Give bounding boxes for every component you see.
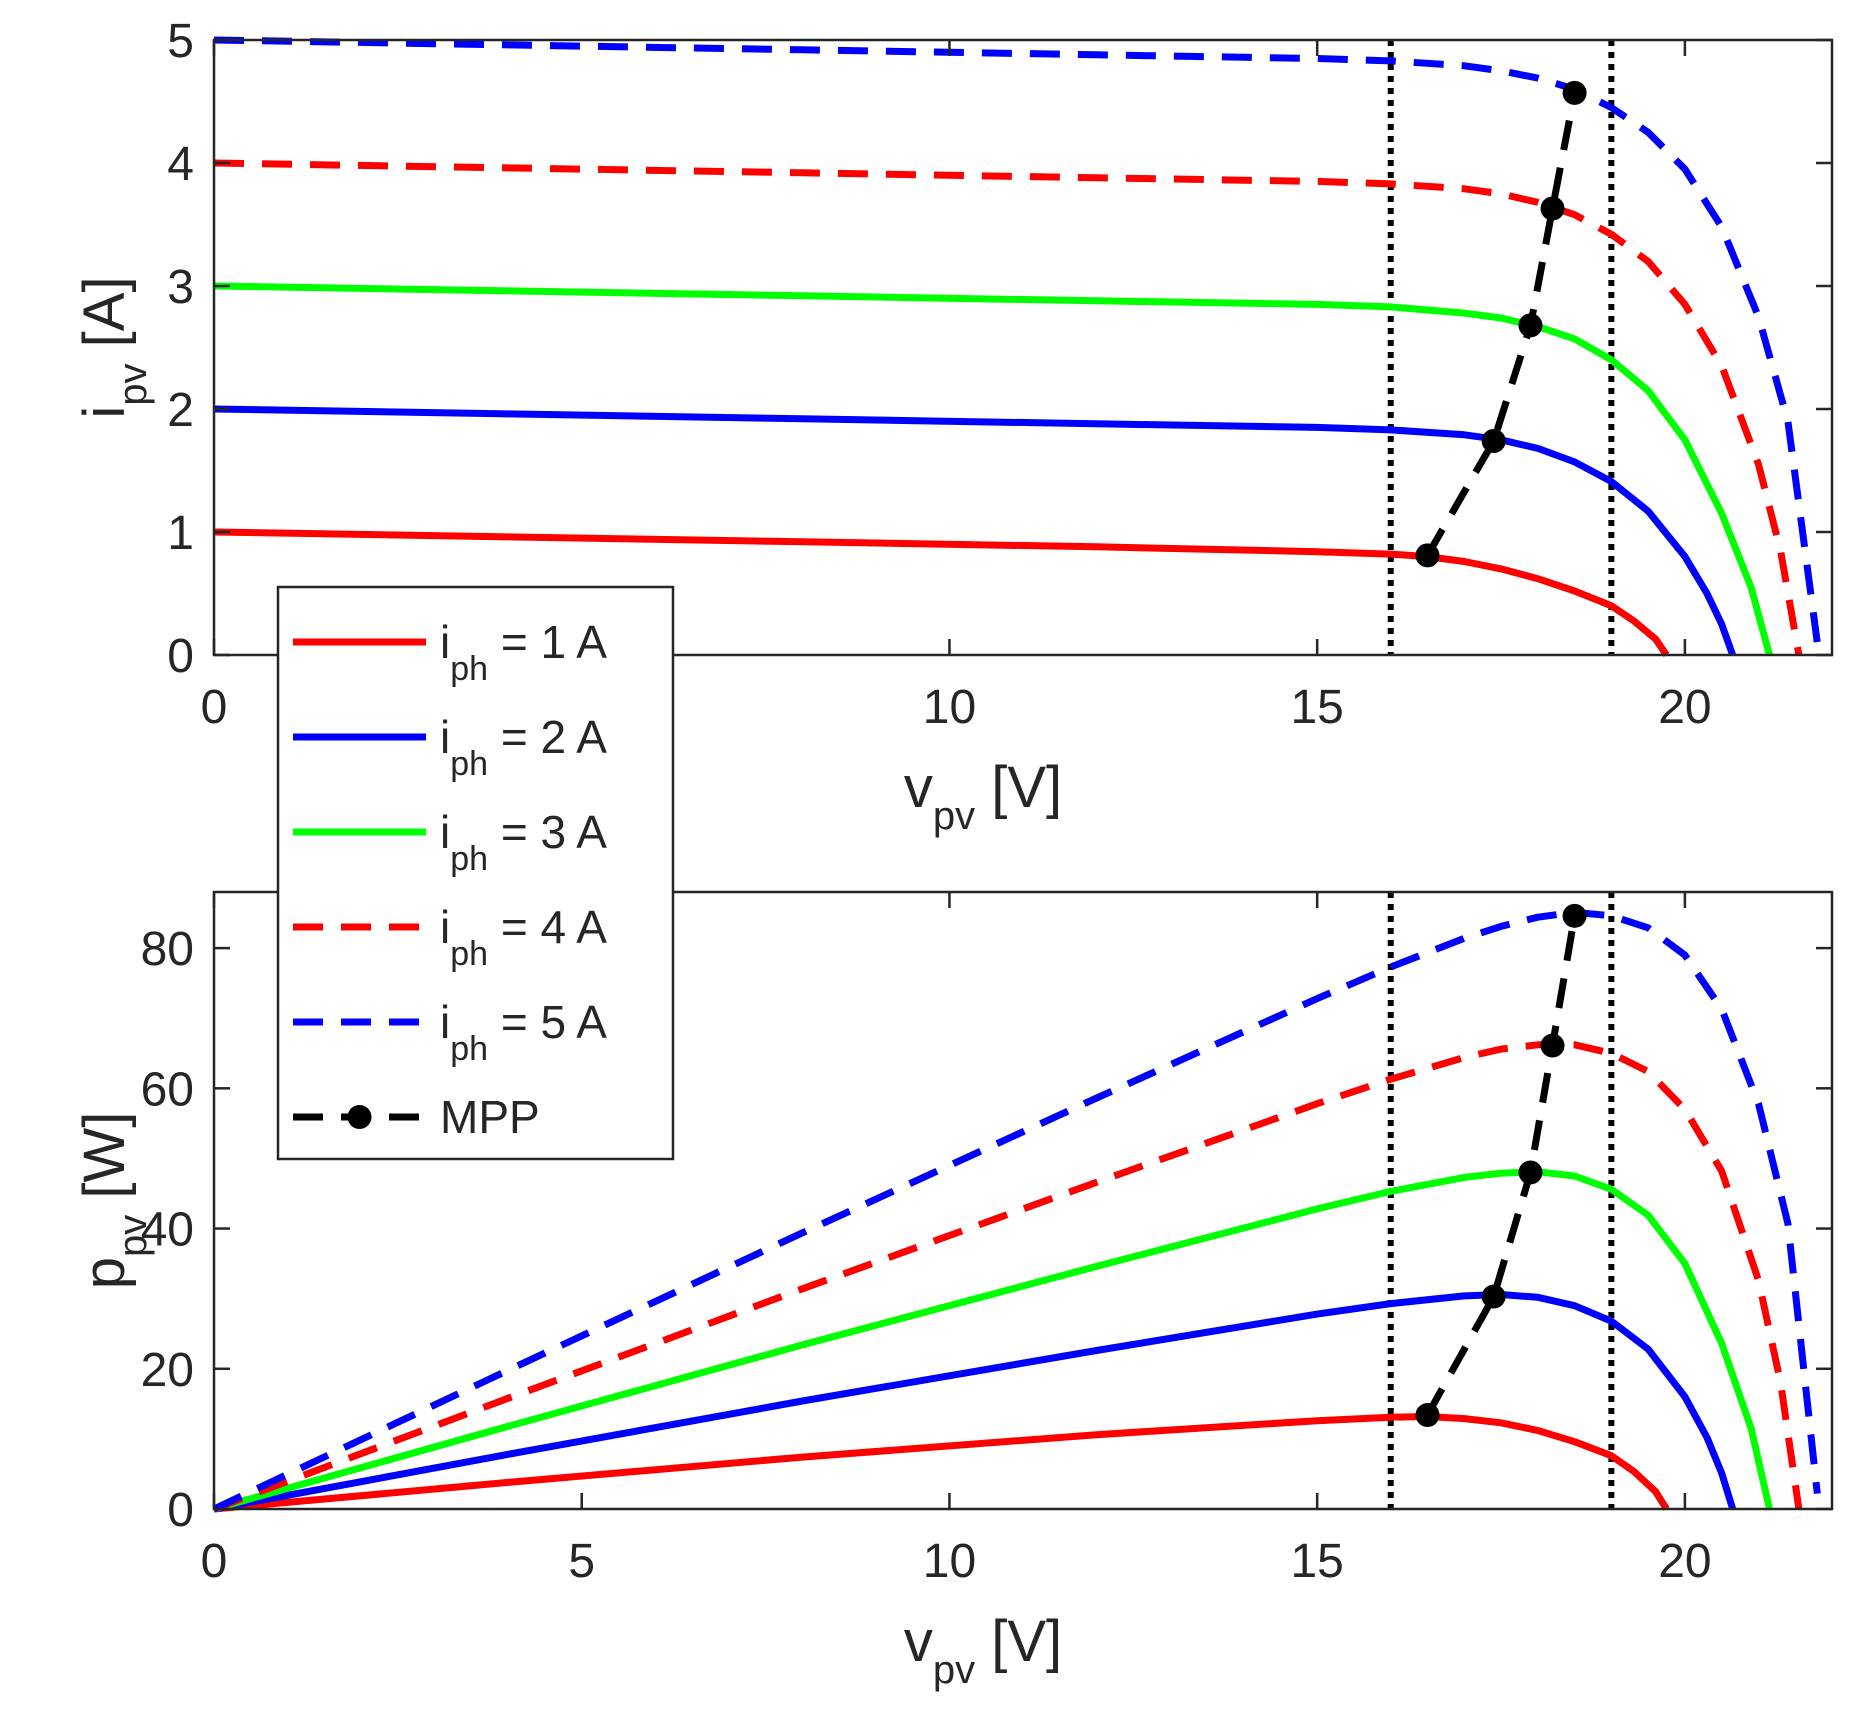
- pv-x-axis-label: vpv [V]: [904, 1609, 1062, 1692]
- legend-label-1: iph = 1 A: [440, 616, 607, 688]
- iv-axes-box: [212, 38, 1834, 657]
- pv-x-tick-label: 5: [568, 1535, 595, 1588]
- power-curve-plot: 0 5 10 15 20 0 20 40 60 80 vpv [V] ppv [W]: [72, 890, 1834, 1692]
- pv-y-tick-label: 40: [141, 1204, 194, 1257]
- iv-series-2: [213, 405, 1736, 657]
- legend-label-5: iph = 5 A: [440, 996, 607, 1068]
- pv-mpp-marker-5: [1562, 903, 1587, 928]
- pv-mpp-marker-3: [1518, 1160, 1543, 1185]
- iv-series-4: [213, 159, 1803, 656]
- iv-x-tick-label: 10: [923, 681, 976, 734]
- pv-series-2: [213, 1291, 1737, 1513]
- legend-label-6: MPP: [440, 1091, 540, 1143]
- iv-series-1: [213, 528, 1670, 657]
- iv-curve-plot: 0 10 15 20 0 1 2 3 4 5 vpv [V] ipv [A]: [72, 15, 1834, 838]
- legend: iph = 1 A iph = 2 A iph = 3 A iph = 4 A iph …: [276, 585, 675, 1161]
- iv-y-tick-label: 4: [167, 138, 194, 191]
- legend-label-4: iph = 4 A: [440, 901, 607, 973]
- pv-mpp-marker-4: [1540, 1033, 1565, 1058]
- pv-y-axis-label: ppv [W]: [72, 1112, 155, 1290]
- pv-series-4: [212, 1041, 1803, 1513]
- iv-x-tick-label: 15: [1290, 681, 1343, 734]
- iv-x-axis-label: vpv [V]: [904, 755, 1062, 838]
- iv-series-5: [213, 36, 1821, 644]
- legend-marker: [347, 1105, 372, 1129]
- iv-mpp-marker-2: [1481, 428, 1506, 453]
- iv-mpp-marker-5: [1562, 80, 1587, 105]
- iv-y-tick-label: 3: [167, 261, 194, 314]
- iv-y-axis-label: ipv [A]: [72, 276, 155, 418]
- legend-box: [276, 585, 675, 1161]
- iv-y-tick-label: 2: [167, 384, 194, 437]
- legend-label-3: iph = 3 A: [440, 806, 607, 878]
- pv-x-tick-label: 10: [923, 1535, 976, 1588]
- pv-x-tick-label: 15: [1290, 1535, 1343, 1588]
- pv-y-tick-label: 20: [141, 1344, 194, 1397]
- pv-series-1: [213, 1413, 1670, 1513]
- pv-y-tick-label: 0: [167, 1484, 194, 1537]
- pv-mpp-marker-1: [1415, 1403, 1440, 1428]
- pv-x-tick-label: 0: [201, 1535, 228, 1588]
- pv-series-5: [212, 908, 1821, 1513]
- iv-y-tick-label: 0: [167, 630, 194, 683]
- iv-mpp-marker-1: [1415, 543, 1440, 568]
- pv-y-tick-label: 80: [141, 923, 194, 976]
- iv-mpp-marker-3: [1518, 313, 1543, 338]
- pv-y-tick-label: 60: [141, 1063, 194, 1116]
- iv-y-tick-label: 5: [167, 15, 194, 68]
- pv-mpp-marker-2: [1481, 1284, 1506, 1309]
- iv-x-tick-label: 0: [201, 681, 228, 734]
- pv-axes-box: [212, 890, 1834, 1511]
- legend-label-2: iph = 2 A: [440, 711, 607, 783]
- pv-x-tick-label: 20: [1658, 1535, 1711, 1588]
- iv-mpp-marker-4: [1540, 196, 1565, 221]
- iv-x-tick-label: 20: [1658, 681, 1711, 734]
- iv-y-tick-label: 1: [167, 507, 194, 560]
